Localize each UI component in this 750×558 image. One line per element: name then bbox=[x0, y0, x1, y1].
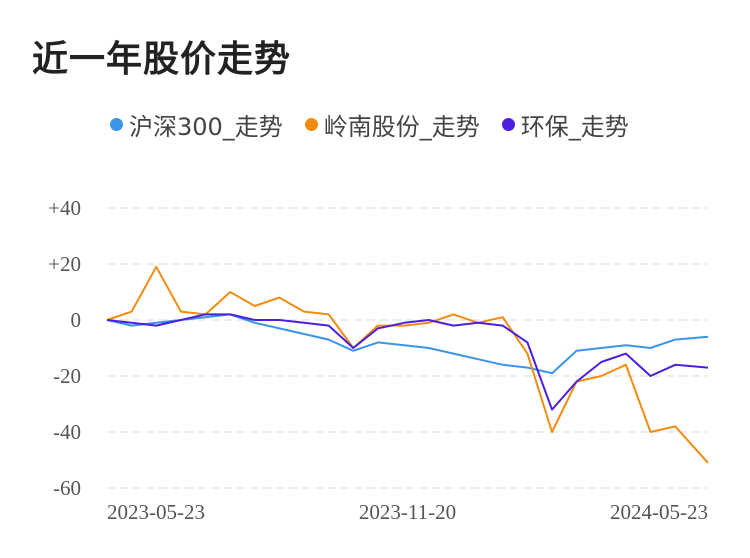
y-tick-label: -60 bbox=[53, 476, 81, 500]
series-line-stock bbox=[106, 265, 709, 464]
series-lines bbox=[106, 265, 709, 464]
y-tick-label: -20 bbox=[53, 364, 81, 388]
legend-item-stock[interactable]: 岭南股份_走势 bbox=[304, 107, 480, 142]
legend-dot-stock bbox=[304, 118, 318, 131]
legend-item-hs300[interactable]: 沪深300_走势 bbox=[110, 107, 283, 142]
legend-item-sector[interactable]: 环保_走势 bbox=[501, 107, 629, 142]
legend-label-stock: 岭南股份_走势 bbox=[323, 113, 480, 141]
legend: 沪深300_走势 岭南股份_走势 环保_走势 bbox=[110, 107, 629, 142]
legend-dot-sector bbox=[501, 118, 515, 131]
y-tick-label: -40 bbox=[53, 420, 81, 444]
grid-lines bbox=[107, 207, 708, 489]
legend-dot-hs300 bbox=[110, 118, 123, 131]
legend-label-hs300: 沪深300_走势 bbox=[129, 113, 283, 141]
x-tick-label: 2023-05-23 bbox=[107, 500, 205, 524]
x-tick-label: 2024-05-23 bbox=[610, 500, 708, 524]
chart-title: 近一年股价走势 bbox=[32, 39, 292, 80]
x-axis-ticks: 2023-05-23 2023-11-20 2024-05-23 bbox=[107, 500, 708, 524]
x-tick-label: 2023-11-20 bbox=[359, 500, 456, 524]
series-line-sector bbox=[106, 313, 709, 411]
y-axis-ticks: +40 +20 0 -20 -40 -60 bbox=[48, 196, 81, 500]
series-line-hs300 bbox=[106, 313, 709, 375]
y-tick-label: 0 bbox=[71, 308, 82, 332]
y-tick-label: +40 bbox=[48, 196, 81, 220]
legend-label-sector: 环保_走势 bbox=[520, 113, 629, 141]
y-tick-label: +20 bbox=[48, 252, 81, 276]
